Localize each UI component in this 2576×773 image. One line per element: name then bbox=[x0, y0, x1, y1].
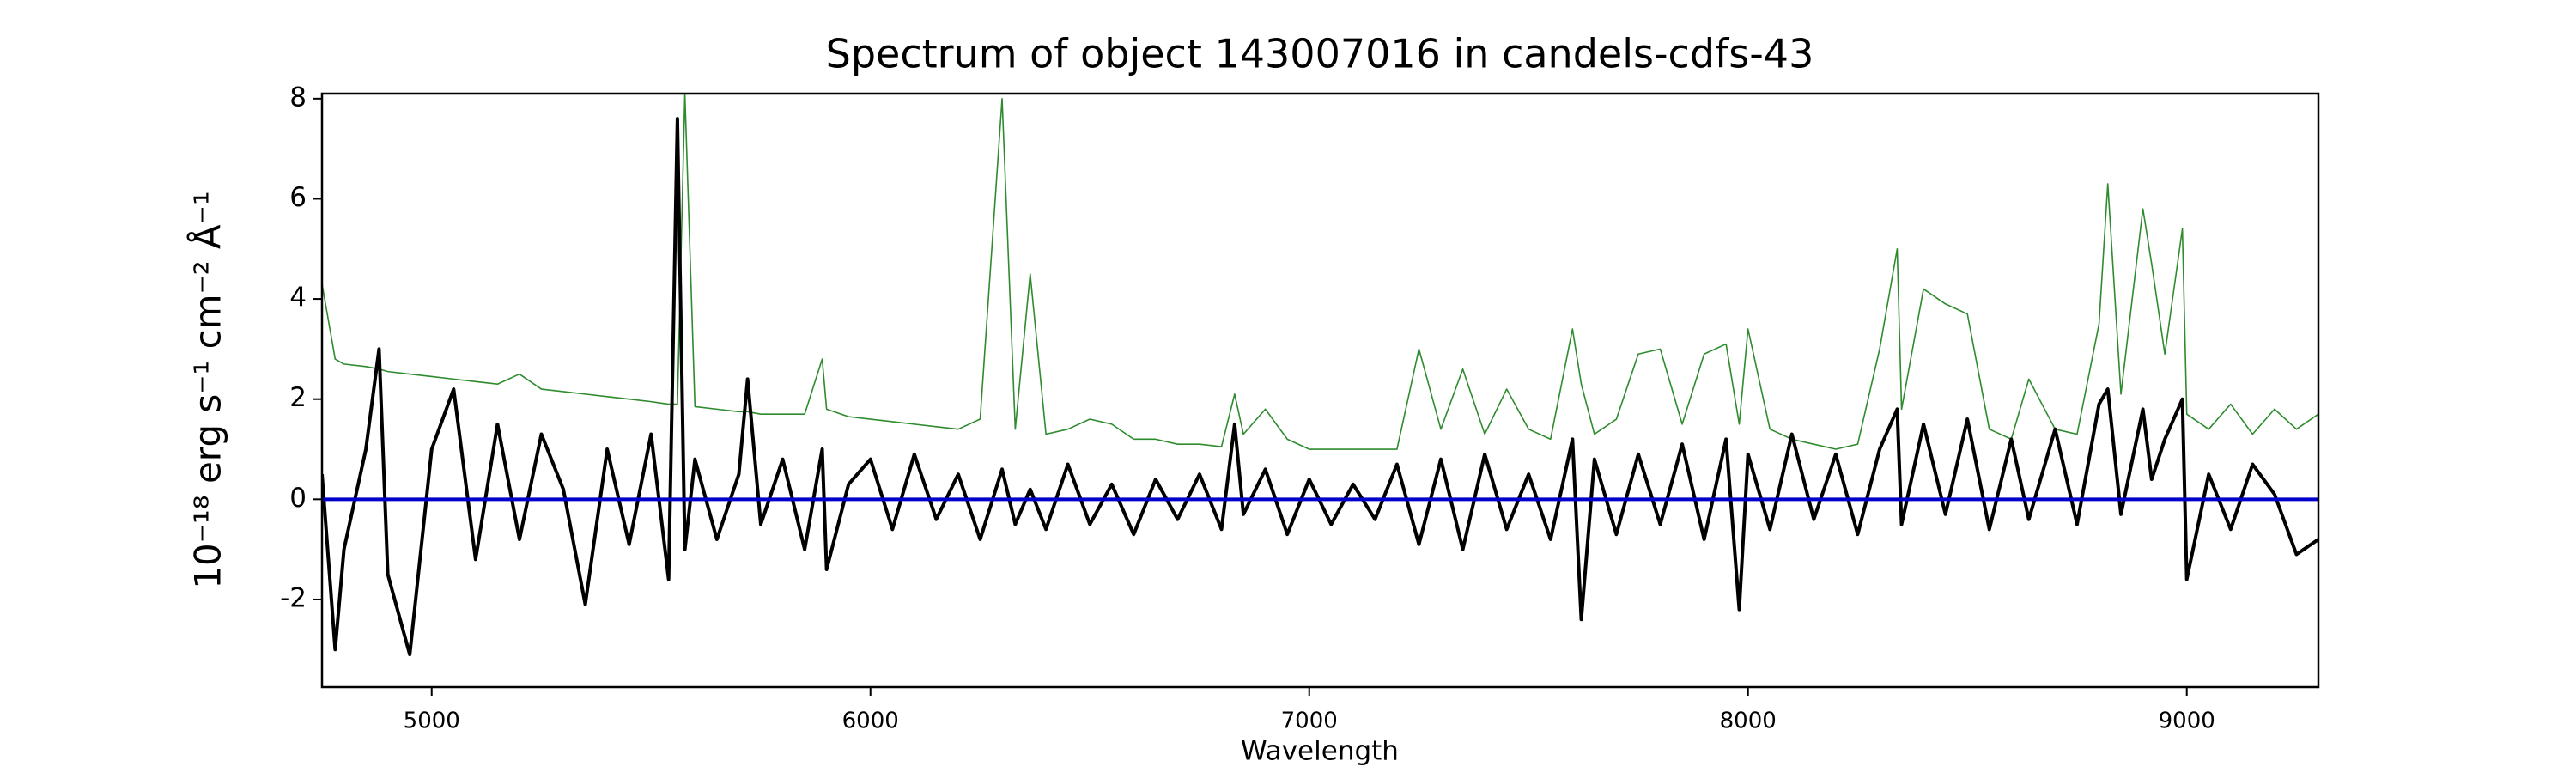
y-tick-label: 6 bbox=[289, 182, 307, 213]
x-tick-label: 8000 bbox=[1720, 709, 1777, 734]
y-axis-label: 10⁻¹⁸ erg s⁻¹ cm⁻² Å⁻¹ bbox=[186, 191, 229, 588]
x-tick-label: 7000 bbox=[1281, 709, 1338, 734]
plot-frame bbox=[320, 92, 2320, 689]
y-tick-label: 8 bbox=[289, 82, 307, 113]
y-tick-label: 2 bbox=[289, 382, 307, 413]
x-axis-label: Wavelength bbox=[1241, 736, 1399, 767]
x-tick-label: 5000 bbox=[404, 709, 460, 734]
chart-title: Spectrum of object 143007016 in candels-… bbox=[826, 31, 1814, 77]
y-tick-label: 0 bbox=[289, 483, 307, 514]
y-tick-label: -2 bbox=[280, 582, 307, 613]
y-tick-label: 4 bbox=[289, 283, 307, 313]
x-tick-label: 9000 bbox=[2159, 709, 2215, 734]
x-tick-label: 6000 bbox=[842, 709, 899, 734]
spectrum-line bbox=[322, 94, 2318, 450]
spectrum-line bbox=[322, 117, 2318, 657]
plot-area bbox=[322, 94, 2318, 657]
